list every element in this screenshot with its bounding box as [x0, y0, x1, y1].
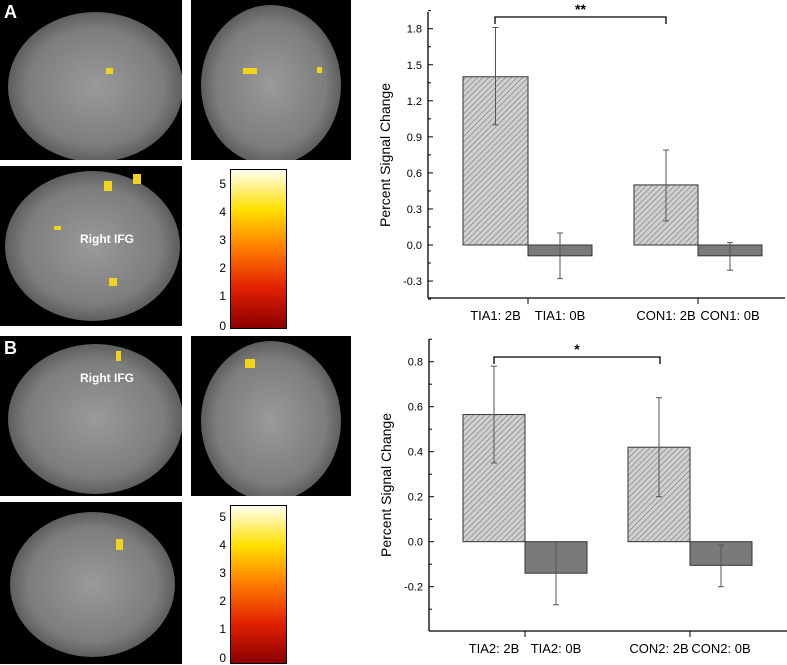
colorbar-tick: 3: [219, 566, 226, 580]
y-tick-label: 1.2: [407, 96, 422, 108]
y-axis-label: Percent Signal Change: [377, 83, 393, 227]
y-axis-label: Percent Signal Change: [378, 413, 394, 557]
colorbar-tick: 1: [219, 289, 226, 303]
colorbar-tick: 2: [219, 594, 226, 608]
activation-blob: [54, 226, 61, 230]
colorbar-tick: 0: [219, 651, 226, 665]
colorbar-tick: 5: [219, 510, 226, 524]
colorbar-tick: 5: [219, 177, 226, 191]
activation-blob: [317, 67, 322, 73]
brain-sagittal-a: [0, 0, 182, 160]
activation-blob: [104, 181, 112, 191]
colorbar-tick: 2: [219, 261, 226, 275]
y-tick-label: 0.8: [408, 357, 423, 369]
x-tick-label: CON1: 2B: [636, 308, 695, 323]
brain-sagittal-b: [0, 336, 182, 496]
colorbar-tick: 1: [219, 622, 226, 636]
y-tick-label: 0.9: [407, 132, 422, 144]
significance-marker: *: [574, 341, 580, 357]
colorbar-tick: 4: [219, 205, 226, 219]
y-tick-label: -0.2: [404, 582, 423, 594]
x-tick-label: CON1: 0B: [700, 308, 759, 323]
x-tick-label: TIA1: 0B: [535, 308, 586, 323]
y-tick-label: 0.4: [408, 447, 423, 459]
activation-blob: [245, 359, 255, 368]
x-tick-label: CON2: 2B: [629, 641, 688, 656]
brain-coronal-a: [191, 0, 351, 160]
y-tick-label: 0.3: [407, 204, 422, 216]
y-tick-label: 0.2: [408, 492, 423, 504]
y-tick-label: 0.0: [407, 240, 422, 252]
y-tick-label: 1.5: [407, 60, 422, 72]
activation-blob: [133, 174, 141, 184]
activation-blob: [106, 68, 113, 74]
x-tick-label: TIA2: 0B: [531, 641, 582, 656]
colorbar-tick: 3: [219, 233, 226, 247]
brain-coronal-b: [191, 336, 351, 496]
region-label: Right IFG: [80, 232, 134, 246]
region-label: Right IFG: [80, 371, 134, 385]
colorbar-a: [230, 169, 287, 329]
x-tick-label: TIA1: 2B: [470, 308, 521, 323]
colorbar-tick: 4: [219, 538, 226, 552]
y-tick-label: 0.6: [408, 402, 423, 414]
x-tick-label: CON2: 0B: [691, 641, 750, 656]
colorbar-tick: 0: [219, 319, 226, 333]
brain-axial-a: [0, 166, 182, 326]
activation-blob: [116, 539, 123, 550]
panel-label-a: A: [4, 2, 17, 22]
x-tick-label: TIA2: 2B: [469, 641, 520, 656]
significance-bracket: [494, 16, 667, 24]
significance-bracket: [493, 356, 661, 364]
panel-label-b: B: [4, 338, 17, 358]
y-tick-label: 1.8: [407, 24, 422, 36]
y-tick-label: 0.6: [407, 168, 422, 180]
brain-axial-b: [0, 502, 182, 664]
y-tick-label: 0.0: [408, 537, 423, 549]
activation-blob: [243, 68, 257, 74]
activation-blob: [109, 278, 117, 286]
y-tick-label: -0.3: [403, 276, 422, 288]
activation-blob: [116, 351, 121, 361]
significance-marker: **: [575, 1, 586, 17]
